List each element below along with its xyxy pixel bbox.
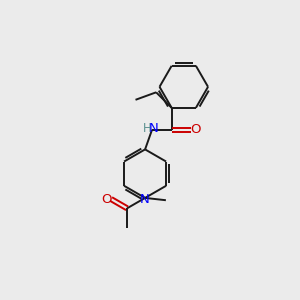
Text: N: N [149, 122, 159, 135]
Text: O: O [190, 123, 201, 136]
Text: H: H [142, 122, 151, 135]
Text: N: N [140, 193, 150, 206]
Text: O: O [102, 193, 112, 206]
